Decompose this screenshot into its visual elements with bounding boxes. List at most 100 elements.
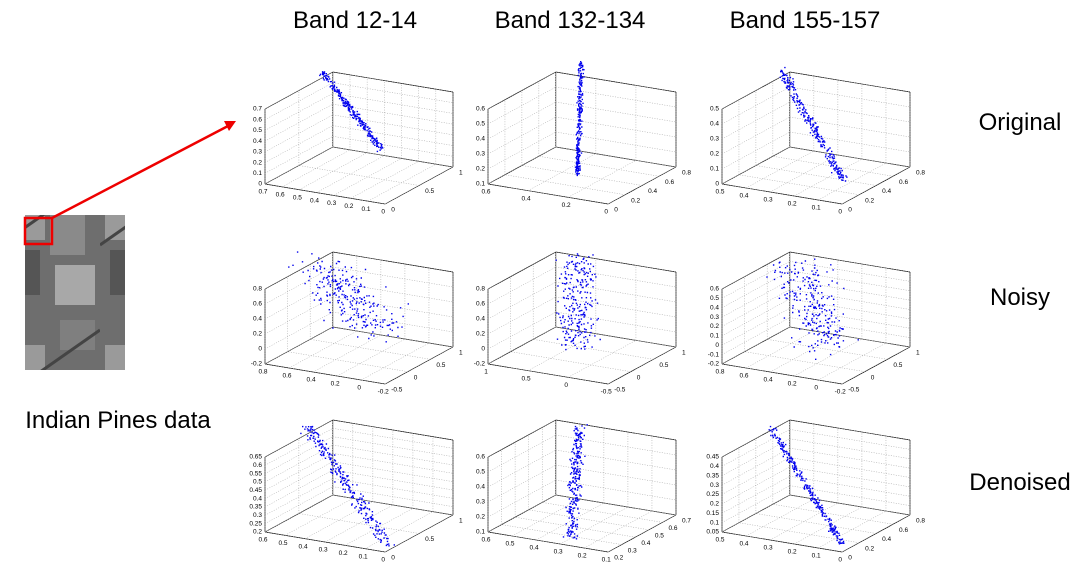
x-tick-label: 0.4 (764, 377, 773, 384)
x-tick-label: 0 (381, 209, 385, 216)
axis-line (487, 266, 556, 305)
z-tick-label: 0.6 (253, 116, 262, 123)
z-tick-label: 0.35 (249, 504, 262, 511)
axis-line (487, 183, 609, 205)
axis-line (487, 251, 556, 290)
axis-line (767, 339, 888, 360)
y-tick-label: 0.5 (425, 188, 434, 195)
axis-line (487, 131, 556, 170)
axis-line (568, 160, 637, 198)
axis-line (555, 434, 677, 456)
scatter-cloud (766, 258, 859, 360)
axis-line (721, 131, 790, 170)
axis-line (332, 494, 454, 516)
z-tick-label: 0.4 (476, 484, 485, 491)
z-tick-label: -0.1 (708, 351, 720, 358)
x-tick-label: 0.5 (715, 537, 724, 544)
axis-line (789, 429, 911, 450)
axis-line (332, 251, 454, 273)
axis-line (721, 270, 790, 308)
x-tick-label: -0.2 (835, 389, 847, 396)
y-tick-label: 0 (848, 555, 852, 562)
axis-line (487, 296, 556, 335)
y-tick-label: 0 (871, 374, 875, 381)
z-tick-label: 0.8 (253, 286, 262, 293)
x-tick-label: 0.2 (788, 201, 797, 208)
axis-line (789, 71, 911, 93)
z-tick-label: 0.2 (253, 331, 262, 338)
axis-line (789, 494, 911, 516)
z-tick-label: 0.2 (710, 501, 719, 508)
x-tick-label: 0 (814, 385, 818, 392)
axis-line (332, 114, 454, 136)
x-tick-label: 0.1 (812, 553, 821, 560)
axis-line (721, 429, 790, 467)
x-tick-label: 0 (357, 385, 361, 392)
axis-line (365, 511, 434, 549)
z-tick-label: 0.6 (476, 301, 485, 308)
row-title: Noisy (990, 284, 1050, 311)
z-tick-label: 0.5 (253, 479, 262, 486)
x-tick-label: 0.2 (788, 381, 797, 388)
axis-line (555, 281, 677, 303)
axis-line (333, 158, 402, 196)
axis-line (264, 103, 333, 142)
x-tick-label: 0.5 (715, 189, 724, 196)
axis-line (527, 153, 596, 191)
y-tick-label: 0.6 (665, 179, 674, 186)
z-tick-label: 0.5 (710, 106, 719, 113)
y-tick-label: 0.2 (865, 197, 874, 204)
axis-line (332, 453, 454, 474)
z-tick-label: 0.4 (710, 121, 719, 128)
z-tick-label: 0.1 (253, 170, 262, 177)
x-tick-label: 0.2 (331, 381, 340, 388)
x-tick-label: -0.2 (378, 389, 390, 396)
axis-line (264, 453, 333, 491)
axis-line (264, 494, 333, 533)
axis-line (304, 501, 373, 539)
z-tick-label: 0.4 (476, 316, 485, 323)
y-tick-label: 1 (916, 350, 920, 357)
z-tick-label: 0.3 (710, 136, 719, 143)
x-tick-label: 0.4 (530, 545, 539, 552)
y-tick-label: 0.6 (899, 179, 908, 186)
axis-line (487, 86, 556, 125)
axis-line (789, 466, 911, 488)
z-tick-label: 0.25 (706, 491, 719, 498)
z-tick-label: 0 (258, 181, 262, 188)
axis-line (515, 516, 636, 538)
arrow-line (51, 124, 229, 220)
column-title: Band 132-134 (495, 7, 646, 34)
axis-line (721, 419, 790, 458)
axis-line (555, 71, 677, 93)
y-tick-label: 0 (848, 207, 852, 214)
z-tick-label: 0.6 (253, 301, 262, 308)
axis-line (608, 346, 677, 385)
x-tick-label: 0.6 (283, 373, 292, 380)
x-tick-label: 0.2 (339, 550, 348, 557)
axis-line (264, 531, 386, 553)
axis-line (772, 504, 894, 525)
axis-line (264, 469, 333, 508)
x-tick-label: 0.6 (258, 537, 267, 544)
axis-line (721, 183, 843, 205)
z-tick-label: 0.2 (253, 529, 262, 536)
x-tick-label: 0.5 (293, 194, 302, 201)
y-tick-label: 0.4 (648, 188, 657, 195)
axis-line (264, 428, 333, 466)
axis-line (721, 494, 790, 533)
axis-line (487, 419, 556, 458)
z-tick-label: 0.1 (710, 333, 719, 340)
axis-line (385, 346, 454, 385)
axis-line (789, 298, 911, 320)
y-tick-label: 0.8 (682, 170, 691, 177)
z-tick-label: 0.5 (253, 127, 262, 134)
axis-line (487, 281, 556, 320)
z-tick-label: 0.4 (476, 136, 485, 143)
y-tick-label: -0.5 (848, 387, 860, 394)
scatter-cloud (555, 253, 601, 351)
scatter-cloud (768, 425, 845, 545)
y-tick-label: 0.3 (628, 547, 637, 554)
axis-line (487, 116, 556, 155)
axis-line (332, 311, 454, 333)
